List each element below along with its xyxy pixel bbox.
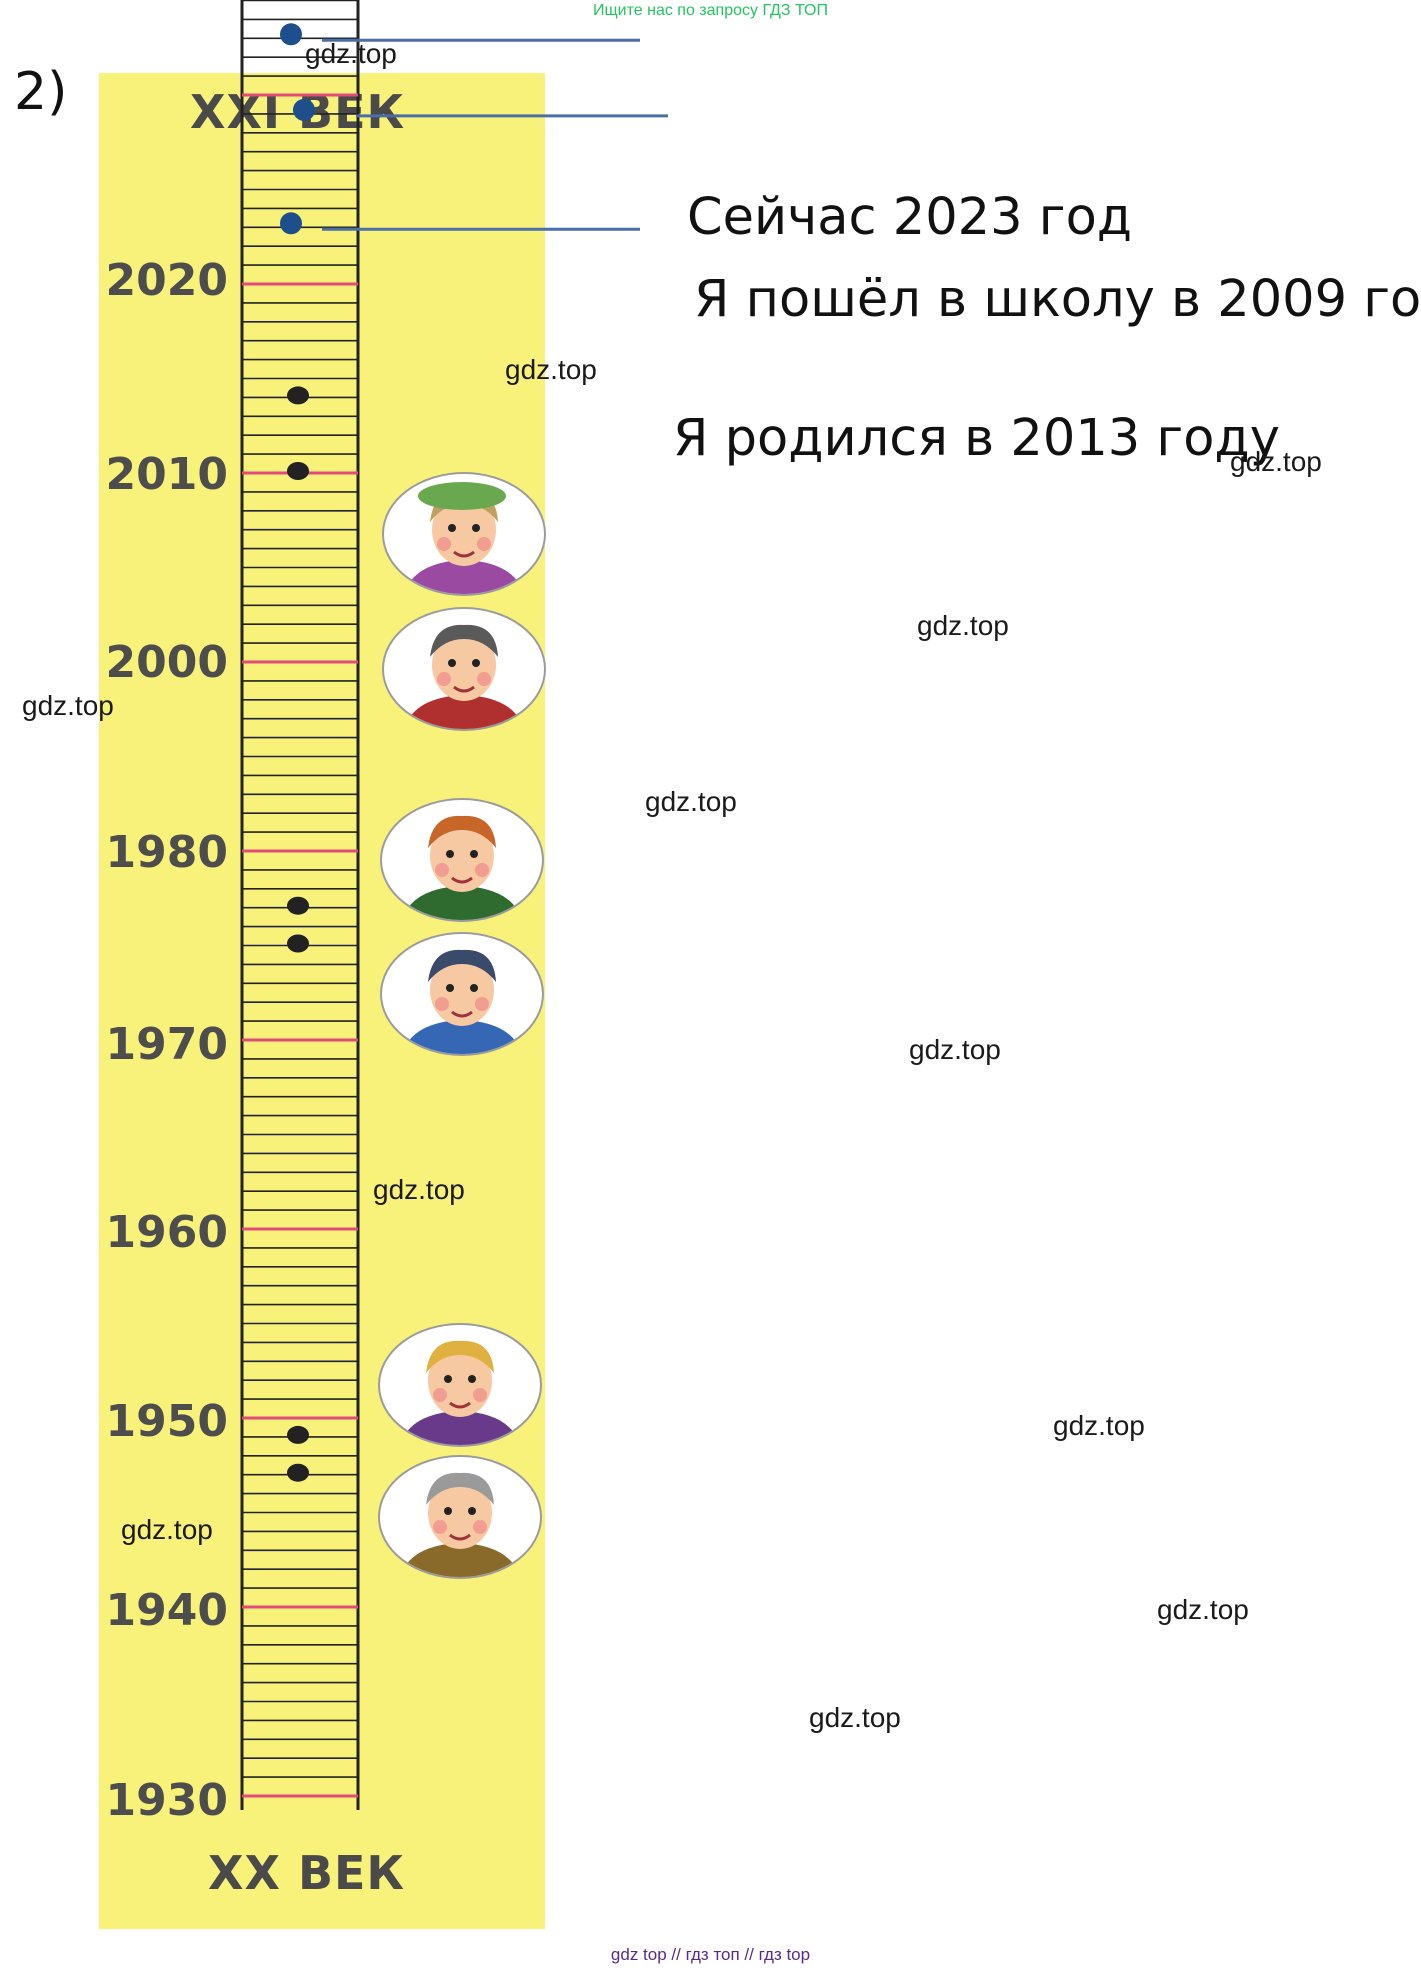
portrait-mother	[380, 798, 544, 922]
answer-marker-dot	[293, 98, 315, 121]
watermark: gdz.top	[1053, 1410, 1145, 1441]
shirt-shape	[402, 1020, 522, 1054]
cheek-shape	[475, 997, 489, 1011]
year-label-1970: 1970	[105, 1019, 228, 1070]
watermark: gdz.top	[645, 786, 737, 817]
year-label-2020: 2020	[105, 255, 228, 306]
year-label-1950: 1950	[105, 1396, 228, 1447]
eye-shape	[468, 1375, 476, 1383]
mouth-shape	[449, 1401, 471, 1409]
portrait-grandfather	[378, 1455, 542, 1579]
hair-shape	[426, 1340, 494, 1373]
year-label-1940: 1940	[105, 1585, 228, 1636]
cheek-shape	[437, 672, 451, 686]
girl-portrait-icon	[404, 482, 524, 594]
watermark: gdz.top	[917, 610, 1009, 641]
hair-shape	[428, 815, 496, 848]
eye-shape	[448, 524, 456, 532]
year-label-2000: 2000	[105, 637, 228, 688]
mouth-shape	[449, 1533, 471, 1541]
year-label-1980: 1980	[105, 827, 228, 878]
hat-shape	[418, 482, 506, 510]
cheek-shape	[477, 537, 491, 551]
mouth-shape	[451, 876, 473, 884]
cheek-shape	[475, 863, 489, 877]
watermark: gdz.top	[1157, 1594, 1249, 1625]
portrait-boy	[382, 607, 546, 731]
shirt-shape	[404, 695, 524, 729]
watermark: gdz.top	[305, 38, 397, 69]
shirt-shape	[402, 886, 522, 920]
printed-dot	[287, 386, 309, 405]
shirt-shape	[404, 560, 524, 594]
hair-shape	[426, 1472, 494, 1505]
watermark: gdz.top	[121, 1514, 213, 1545]
watermark: gdz.top	[909, 1034, 1001, 1065]
portrait-father	[380, 932, 544, 1056]
bottom-note: gdz top // гдз топ // гдз top	[610, 1945, 811, 1964]
mouth-shape	[453, 550, 475, 558]
eye-shape	[470, 984, 478, 992]
shirt-shape	[400, 1411, 520, 1445]
cheek-shape	[477, 672, 491, 686]
cheek-shape	[473, 1388, 487, 1402]
printed-dot	[287, 934, 309, 953]
printed-dot	[287, 462, 309, 480]
task-number: 2)	[14, 62, 68, 122]
cheek-shape	[433, 1388, 447, 1402]
answer-marker-dot	[280, 23, 302, 46]
shirt-shape	[400, 1543, 520, 1577]
printed-dot	[287, 1463, 309, 1482]
watermark: gdz.top	[505, 354, 597, 385]
boy-portrait-icon	[404, 624, 524, 729]
caption-born: Я родился в 2013 году	[673, 409, 1280, 468]
eye-shape	[446, 984, 454, 992]
eye-shape	[444, 1507, 452, 1515]
grandmother-portrait-icon	[400, 1340, 520, 1445]
eye-shape	[446, 850, 454, 858]
eye-shape	[472, 659, 480, 667]
hair-shape	[428, 949, 496, 982]
mouth-shape	[451, 1010, 473, 1018]
cheek-shape	[433, 1520, 447, 1534]
mother-portrait-icon	[402, 815, 522, 920]
watermark: gdz.top	[809, 1702, 901, 1733]
watermark: gdz.top	[22, 690, 114, 721]
year-label-2010: 2010	[105, 449, 228, 500]
eye-shape	[448, 659, 456, 667]
eye-shape	[444, 1375, 452, 1383]
year-label-1930: 1930	[105, 1775, 228, 1826]
eye-shape	[472, 524, 480, 532]
printed-dot	[287, 1425, 309, 1444]
caption-school: Я пошёл в школу в 2009 году	[694, 270, 1421, 329]
eye-shape	[468, 1507, 476, 1515]
watermark: gdz.top	[373, 1174, 465, 1205]
portrait-grandmother	[378, 1323, 542, 1447]
eye-shape	[470, 850, 478, 858]
father-portrait-icon	[402, 949, 522, 1054]
grandfather-portrait-icon	[400, 1472, 520, 1577]
century-bottom-label: XX ВЕК	[208, 1846, 406, 1900]
caption-now: Сейчас 2023 год	[687, 188, 1133, 247]
mouth-shape	[453, 685, 475, 693]
top-note: Ищите нас по запросу ГДЗ ТОП	[593, 2, 828, 19]
year-label-1960: 1960	[105, 1207, 228, 1258]
answer-marker-dot	[280, 212, 302, 235]
cheek-shape	[435, 997, 449, 1011]
printed-dot	[287, 896, 309, 915]
portrait-girl	[382, 472, 546, 596]
watermark: gdz.top	[1230, 446, 1322, 477]
cheek-shape	[435, 863, 449, 877]
cheek-shape	[437, 537, 451, 551]
cheek-shape	[473, 1520, 487, 1534]
hair-shape	[430, 624, 498, 657]
